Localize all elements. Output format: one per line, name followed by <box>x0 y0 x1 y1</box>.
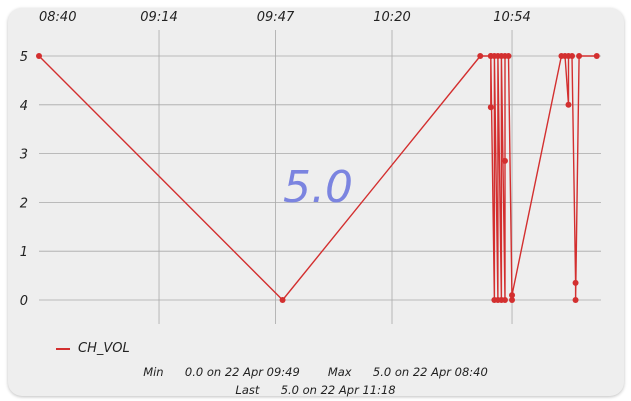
data-point <box>279 297 286 303</box>
data-point <box>477 53 484 59</box>
data-point <box>36 53 42 59</box>
y-tick-label: 0 <box>20 294 28 309</box>
max-label: Max <box>327 365 352 379</box>
data-point <box>565 101 572 108</box>
last-value: 5.0 on 22 Apr 11:18 <box>280 383 396 397</box>
series-ch-vol <box>36 53 600 303</box>
data-point <box>501 297 508 303</box>
x-tick-label: 09:47 <box>257 10 295 25</box>
data-point <box>576 53 583 59</box>
last-label: Last <box>235 383 260 397</box>
y-tick-label: 4 <box>20 99 28 114</box>
y-tick-label: 5 <box>20 50 28 65</box>
current-value: 5.0 <box>283 162 353 213</box>
y-tick-label: 2 <box>20 196 28 211</box>
data-point <box>509 297 516 303</box>
legend-label: CH_VOL <box>78 341 130 356</box>
x-axis-ticks: 08:40 09:14 09:47 10:20 10:54 <box>39 10 531 25</box>
data-point <box>509 292 516 299</box>
data-point <box>569 53 576 59</box>
x-tick-label: 09:14 <box>140 10 177 25</box>
y-tick-label: 1 <box>20 245 28 260</box>
stats-min-max: Min 0.0 on 22 Apr 09:49 Max 5.0 on 22 Apr… <box>0 365 631 379</box>
x-tick-label: 10:20 <box>373 10 410 25</box>
min-label: Min <box>143 365 164 379</box>
data-point <box>487 104 494 111</box>
y-tick-label: 3 <box>20 148 28 163</box>
data-point <box>572 279 579 286</box>
data-point <box>505 53 512 59</box>
max-value: 5.0 on 22 Apr 08:40 <box>372 365 488 379</box>
min-value: 0.0 on 22 Apr 09:49 <box>184 365 300 379</box>
legend[interactable]: CH_VOL <box>56 341 130 356</box>
data-point <box>572 297 579 303</box>
stats-last: Last 5.0 on 22 Apr 11:18 <box>0 383 631 397</box>
y-axis-ticks: 5 4 3 2 1 0 <box>20 50 28 309</box>
x-tick-label: 10:54 <box>493 10 530 25</box>
data-point <box>501 157 508 164</box>
x-tick-label: 08:40 <box>39 10 76 25</box>
data-point <box>593 53 600 59</box>
legend-swatch <box>56 347 70 350</box>
